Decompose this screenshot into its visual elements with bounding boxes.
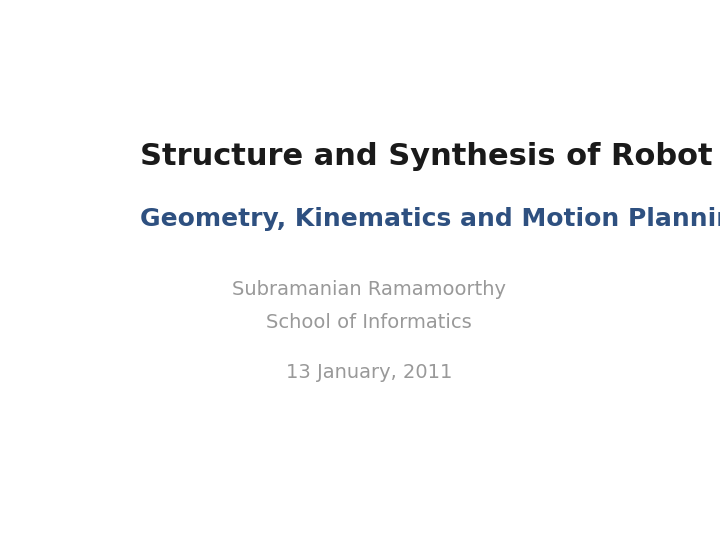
Text: 13 January, 2011: 13 January, 2011 [286,363,452,382]
Text: Structure and Synthesis of Robot Motion: Structure and Synthesis of Robot Motion [140,142,720,171]
Text: Subramanian Ramamoorthy: Subramanian Ramamoorthy [232,280,506,299]
Text: School of Informatics: School of Informatics [266,313,472,332]
Text: Geometry, Kinematics and Motion Planning: Geometry, Kinematics and Motion Planning [140,207,720,231]
